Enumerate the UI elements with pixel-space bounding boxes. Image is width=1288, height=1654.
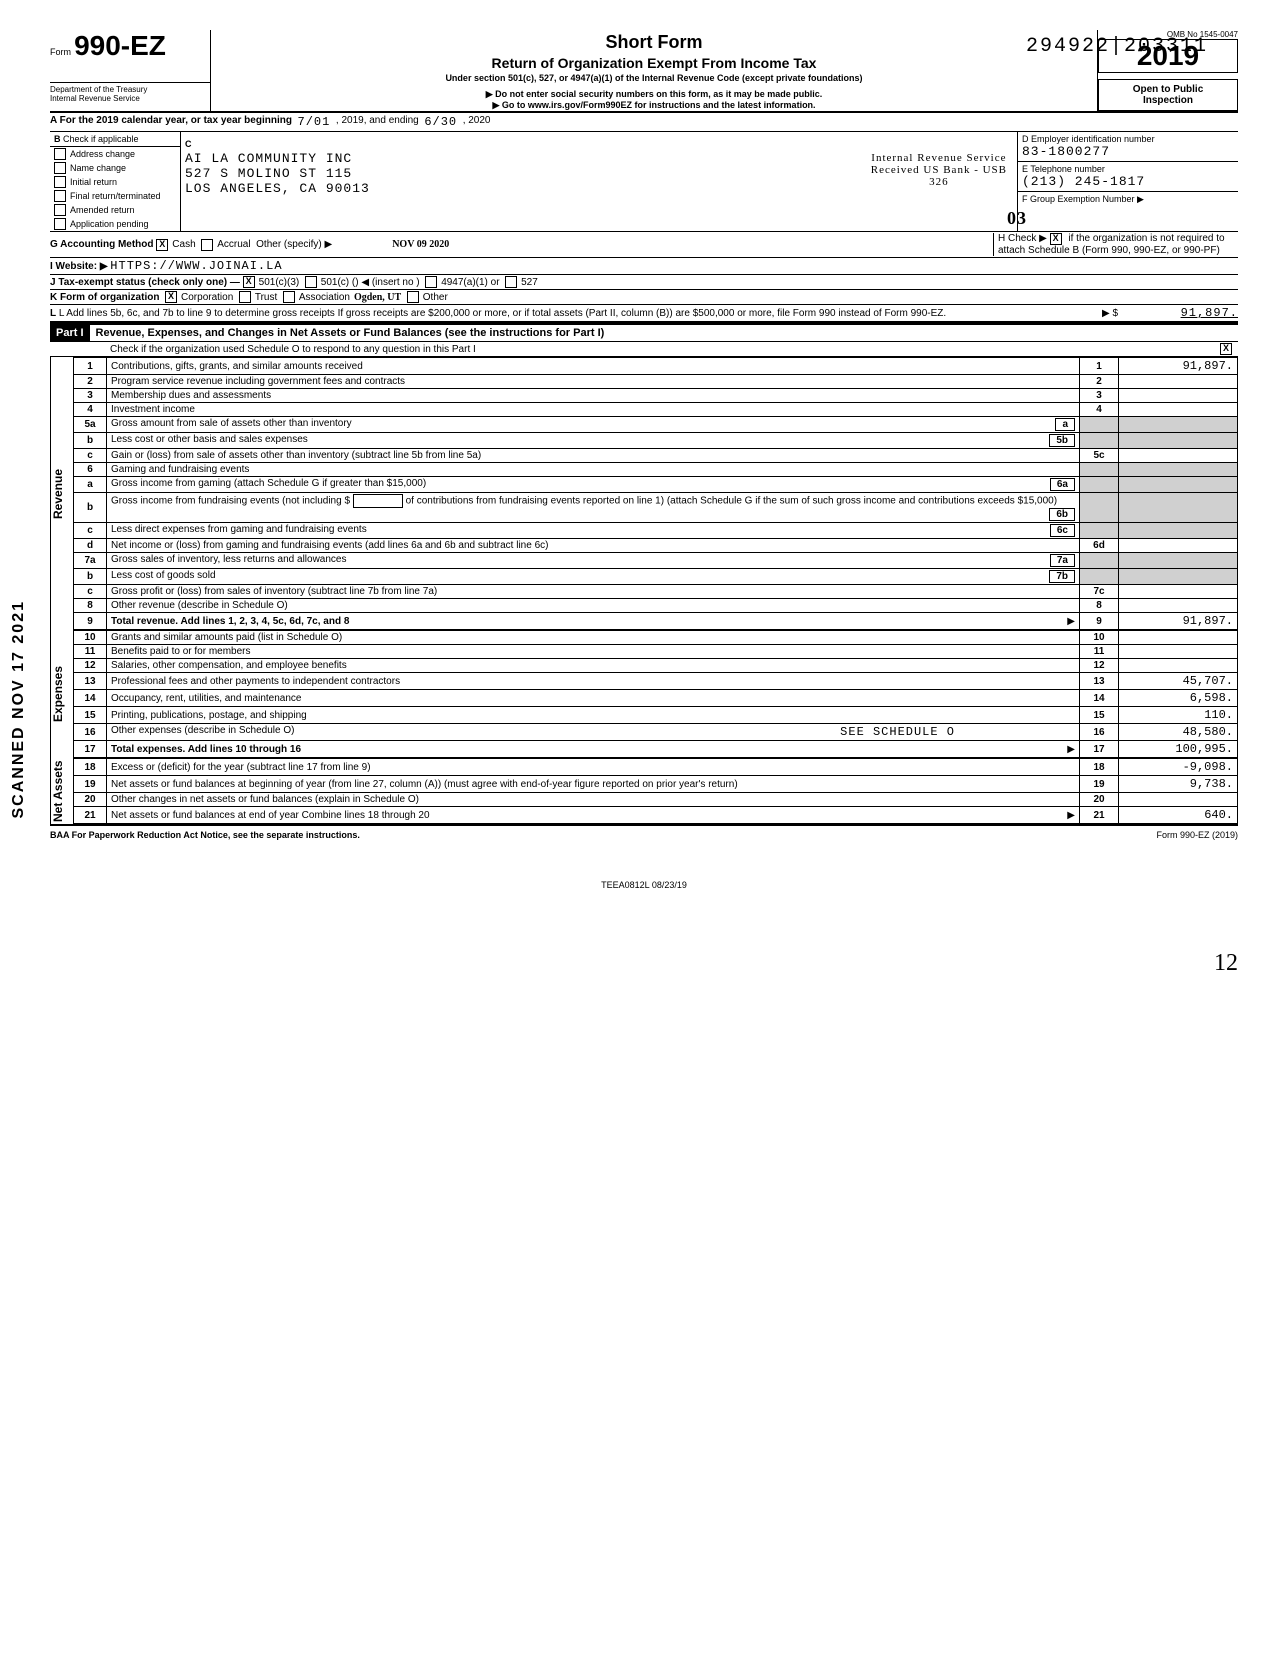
website-value: HTTPS://WWW.JOINAI.LA <box>110 259 282 273</box>
org-name: AI LA COMMUNITY INC <box>185 151 352 166</box>
open-public-2: Inspection <box>1103 95 1233 106</box>
chk-part1-scho[interactable] <box>1220 343 1232 355</box>
chk-initial-return[interactable] <box>54 176 66 188</box>
k-corp: Corporation <box>181 292 233 303</box>
page-number-handwritten: 12 <box>50 950 1238 977</box>
footer-left: BAA For Paperwork Reduction Act Notice, … <box>50 830 360 840</box>
expenses-table: 10Grants and similar amounts paid (list … <box>73 630 1238 758</box>
e-label: E Telephone number <box>1022 164 1234 174</box>
line-a-end: 6/30 <box>424 115 457 129</box>
j-label: J Tax-exempt status (check only one) — <box>50 277 240 288</box>
chk-assoc[interactable] <box>283 291 295 303</box>
receipt-stamp: Internal Revenue Service Received US Ban… <box>871 152 1007 188</box>
opt-initial-return: Initial return <box>70 177 117 187</box>
footer-mid: TEEA0812L 08/23/19 <box>50 880 1238 890</box>
line-a-begin: 7/01 <box>298 115 331 129</box>
form-prefix: Form <box>50 47 71 57</box>
line-a-label: A For the 2019 calendar year, or tax yea… <box>50 115 292 129</box>
title-main: Return of Organization Exempt From Incom… <box>221 55 1087 71</box>
chk-501c3[interactable] <box>243 276 255 288</box>
header-stamp: 294922|203311 <box>1026 35 1208 58</box>
dept-1: Department of the Treasury <box>50 85 210 94</box>
h-label: H Check ▶ <box>998 233 1047 244</box>
side-revenue: Revenue <box>50 357 73 630</box>
side-expenses: Expenses <box>50 630 73 758</box>
chk-pending[interactable] <box>54 218 66 230</box>
d-label: D Employer identification number <box>1022 134 1234 144</box>
l-arrow: ▶ $ <box>1102 308 1118 319</box>
org-addr1: 527 S MOLINO ST 115 <box>185 166 352 181</box>
g-accrual: Accrual <box>217 239 250 250</box>
opt-name-change: Name change <box>70 163 126 173</box>
c-label: C <box>185 139 193 149</box>
j-a1: 4947(a)(1) or <box>441 277 499 288</box>
side-net-assets: Net Assets <box>50 758 73 824</box>
chk-corp[interactable] <box>165 291 177 303</box>
line-a: A For the 2019 calendar year, or tax yea… <box>50 113 1238 132</box>
phone-value: (213) 245-1817 <box>1022 174 1234 189</box>
opt-address-change: Address change <box>70 149 135 159</box>
nov-stamp: NOV 09 2020 <box>392 239 449 250</box>
title-short: Short Form <box>221 32 1087 53</box>
chk-address-change[interactable] <box>54 148 66 160</box>
chk-name-change[interactable] <box>54 162 66 174</box>
open-public-1: Open to Public <box>1103 84 1233 95</box>
chk-501c[interactable] <box>305 276 317 288</box>
opt-pending: Application pending <box>70 219 149 229</box>
line-a-mid: , 2019, and ending <box>336 115 419 129</box>
b-label: B <box>54 134 61 144</box>
l-value: 91,897. <box>1118 306 1238 320</box>
f-label: F Group Exemption Number ▶ <box>1022 194 1234 205</box>
header-block: B Check if applicable Address change Nam… <box>50 132 1238 232</box>
chk-amended[interactable] <box>54 204 66 216</box>
k-assoc: Association <box>299 292 350 303</box>
title-sub1: Under section 501(c), 527, or 4947(a)(1)… <box>221 73 1087 83</box>
ogden-stamp: Ogden, UT <box>354 292 401 303</box>
j-ins: ) ◀ (insert no ) <box>355 277 419 288</box>
j-527: 527 <box>521 277 538 288</box>
g-other: Other (specify) ▶ <box>256 239 332 250</box>
g-label: G Accounting Method <box>50 239 154 250</box>
chk-4947[interactable] <box>425 276 437 288</box>
chk-trust[interactable] <box>239 291 251 303</box>
part-1-title: Revenue, Expenses, and Changes in Net As… <box>90 327 605 339</box>
part-1-check-text: Check if the organization used Schedule … <box>50 344 476 355</box>
k-label: K Form of organization <box>50 292 159 303</box>
chk-h[interactable] <box>1050 233 1062 245</box>
j-c: 501(c) ( <box>321 277 355 288</box>
j-c3: 501(c)(3) <box>259 277 300 288</box>
opt-amended: Amended return <box>70 205 135 215</box>
l-text: L Add lines 5b, 6c, and 7b to line 9 to … <box>59 308 946 319</box>
k-trust: Trust <box>255 292 277 303</box>
opt-final-return: Final return/terminated <box>70 191 161 201</box>
part-1-header: Part I Revenue, Expenses, and Changes in… <box>50 323 1238 342</box>
dept-2: Internal Revenue Service <box>50 94 210 103</box>
footer: BAA For Paperwork Reduction Act Notice, … <box>50 826 1238 840</box>
line-a-endyear: , 2020 <box>463 115 491 129</box>
init-stamp: 03 <box>1007 208 1027 229</box>
chk-other-org[interactable] <box>407 291 419 303</box>
chk-accrual[interactable] <box>201 239 213 251</box>
chk-final-return[interactable] <box>54 190 66 202</box>
i-label: I Website: ▶ <box>50 261 108 272</box>
net-assets-table: 18Excess or (deficit) for the year (subt… <box>73 758 1238 824</box>
k-other: Other <box>423 292 448 303</box>
part-1-label: Part I <box>50 325 90 341</box>
b-check-label: Check if applicable <box>63 134 139 144</box>
chk-cash[interactable] <box>156 239 168 251</box>
title-sub3: ▶ Go to www.irs.gov/Form990EZ for instru… <box>221 100 1087 111</box>
ein-value: 83-1800277 <box>1022 144 1234 159</box>
footer-right: Form 990-EZ (2019) <box>1156 830 1238 840</box>
title-sub2: ▶ Do not enter social security numbers o… <box>221 89 1087 100</box>
scanned-stamp: SCANNED NOV 17 2021 <box>10 600 28 819</box>
form-number: 990-EZ <box>74 30 166 61</box>
g-cash: Cash <box>172 239 195 250</box>
org-addr2: LOS ANGELES, CA 90013 <box>185 181 370 196</box>
revenue-table: 1Contributions, gifts, grants, and simil… <box>73 357 1238 630</box>
chk-527[interactable] <box>505 276 517 288</box>
